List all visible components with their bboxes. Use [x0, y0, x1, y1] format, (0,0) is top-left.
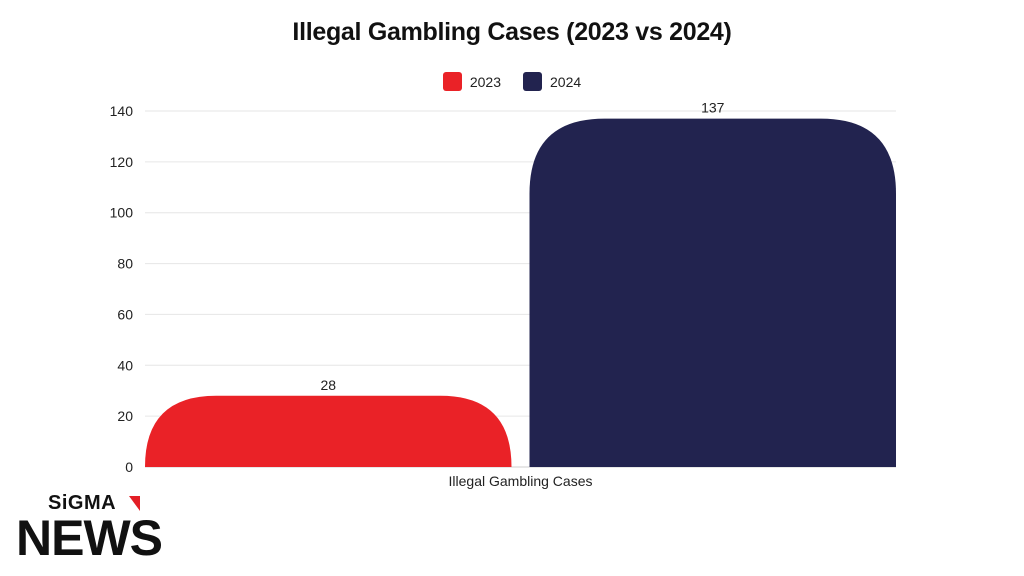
- legend-item-2024: 2024: [523, 72, 581, 91]
- logo-sigma-text: SiGMA: [48, 492, 117, 514]
- bar-2023: [145, 395, 512, 467]
- y-tick-label-40: 40: [117, 357, 133, 373]
- chart-legend: 2023 2024: [0, 72, 1024, 91]
- y-tick-label-60: 60: [117, 306, 133, 322]
- chart-title: Illegal Gambling Cases (2023 vs 2024): [292, 18, 732, 46]
- legend-swatch-2023: [442, 72, 462, 91]
- y-tick-label-0: 0: [125, 459, 133, 475]
- legend-label-2024: 2024: [550, 73, 582, 90]
- data-label-2024: 137: [701, 100, 725, 116]
- legend-label-2023: 2023: [469, 73, 501, 90]
- sigma-news-logo: SiGMA NEWS: [16, 492, 186, 568]
- y-tick-label-20: 20: [117, 408, 133, 424]
- x-category-label: Illegal Gambling Cases: [449, 473, 593, 489]
- y-tick-label-100: 100: [110, 205, 134, 221]
- y-tick-label-120: 120: [110, 154, 134, 170]
- logo-news-text: NEWS: [16, 510, 163, 566]
- y-tick-label-140: 140: [110, 103, 134, 119]
- bar-2024: [529, 118, 896, 467]
- legend-item-2023: 2023: [442, 72, 501, 91]
- logo-red-mark: [129, 496, 140, 511]
- y-tick-label-80: 80: [117, 256, 133, 272]
- data-label-2023: 28: [320, 377, 336, 393]
- legend-swatch-2024: [523, 72, 542, 91]
